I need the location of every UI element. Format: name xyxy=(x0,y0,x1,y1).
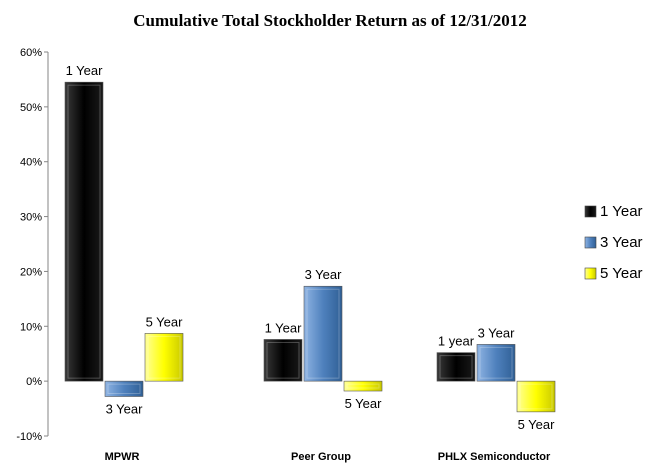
data-label: 5 Year xyxy=(518,417,556,432)
bars xyxy=(64,81,556,413)
legend-label: 5 Year xyxy=(600,265,643,282)
category-label: PHLX Semiconductor xyxy=(438,451,551,463)
y-tick-label: 30% xyxy=(20,212,42,224)
data-label: 1 year xyxy=(438,334,475,349)
bar-3-year xyxy=(104,380,144,397)
bar-bevel xyxy=(67,84,101,379)
bar-5-year xyxy=(144,333,184,382)
y-tick-label: 40% xyxy=(20,157,42,169)
category-label: MPWR xyxy=(105,451,140,463)
legend-swatch xyxy=(584,267,597,280)
legend-swatch xyxy=(584,236,597,249)
y-tick-label: -10% xyxy=(16,431,42,443)
y-tick-label: 10% xyxy=(20,321,42,333)
bar-5-year xyxy=(343,380,383,392)
bar-bevel xyxy=(519,383,553,410)
data-label: 3 Year xyxy=(106,402,144,417)
data-label: 3 Year xyxy=(305,267,343,282)
bar-1-year xyxy=(263,339,303,382)
data-label: 5 Year xyxy=(345,396,383,411)
legend-label: 1 Year xyxy=(600,203,643,220)
bar-bevel xyxy=(439,355,473,379)
bar-5-year xyxy=(516,380,556,413)
bar-3-year xyxy=(476,344,516,382)
y-tick-label: 50% xyxy=(20,102,42,114)
data-label: 1 Year xyxy=(265,320,303,335)
y-tick-label: 0% xyxy=(26,376,42,388)
data-label: 3 Year xyxy=(478,325,516,340)
bar-1-year xyxy=(436,352,476,382)
y-tick-label: 60% xyxy=(20,47,42,59)
data-label: 5 Year xyxy=(146,314,184,329)
y-tick-label: 20% xyxy=(20,266,42,278)
category-label: Peer Group xyxy=(291,451,351,463)
legend-swatch xyxy=(584,205,597,218)
bar-1-year xyxy=(64,81,104,382)
data-label: 1 Year xyxy=(66,63,104,78)
bar-bevel xyxy=(147,335,181,379)
chart-title: Cumulative Total Stockholder Return as o… xyxy=(133,11,527,30)
bar-bevel xyxy=(306,288,340,379)
bar-bevel xyxy=(479,346,513,379)
data-labels: 1 Year 3 Year 5 Year 1 Year 3 Year 5 Year 1 ye… xyxy=(66,63,556,432)
y-axis: -10% 0% 10% 20% 30% 40% 50% 60% xyxy=(16,47,49,443)
legend-label: 3 Year xyxy=(600,234,643,251)
bar-bevel xyxy=(346,383,380,389)
x-axis-labels: MPWR Peer Group PHLX Semiconductor xyxy=(105,451,551,463)
bar-3-year xyxy=(303,285,343,382)
bar-bevel xyxy=(266,341,300,379)
bar-bevel xyxy=(107,383,141,395)
legend: 1 Year 3 Year 5 Year xyxy=(584,203,643,282)
